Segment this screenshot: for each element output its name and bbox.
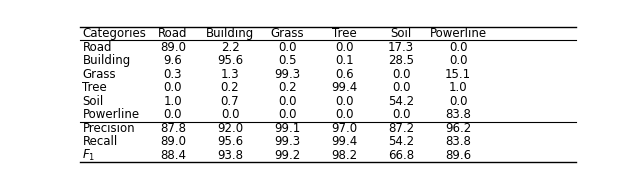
Text: 66.8: 66.8 [388, 149, 414, 162]
Text: 89.0: 89.0 [160, 41, 186, 53]
Text: 2.2: 2.2 [221, 41, 239, 53]
Text: 0.0: 0.0 [392, 108, 410, 121]
Text: 93.8: 93.8 [217, 149, 243, 162]
Text: Tree: Tree [332, 27, 356, 40]
Text: Building: Building [83, 54, 131, 67]
Text: 0.0: 0.0 [335, 95, 353, 108]
Text: 0.7: 0.7 [221, 95, 239, 108]
Text: Grass: Grass [83, 68, 116, 81]
Text: 99.1: 99.1 [274, 122, 300, 135]
Text: 0.1: 0.1 [335, 54, 353, 67]
Text: 1.0: 1.0 [164, 95, 182, 108]
Text: Building: Building [206, 27, 254, 40]
Text: Categories: Categories [83, 27, 147, 40]
Text: 0.0: 0.0 [449, 41, 467, 53]
Text: 0.0: 0.0 [449, 54, 467, 67]
Text: Recall: Recall [83, 135, 118, 148]
Text: Road: Road [158, 27, 188, 40]
Text: 0.0: 0.0 [392, 81, 410, 94]
Text: Soil: Soil [390, 27, 412, 40]
Text: 83.8: 83.8 [445, 135, 471, 148]
Text: 99.2: 99.2 [274, 149, 300, 162]
Text: 87.2: 87.2 [388, 122, 414, 135]
Text: 17.3: 17.3 [388, 41, 414, 53]
Text: 1.3: 1.3 [221, 68, 239, 81]
Text: 1.0: 1.0 [449, 81, 467, 94]
Text: 99.4: 99.4 [331, 81, 357, 94]
Text: 87.8: 87.8 [160, 122, 186, 135]
Text: 83.8: 83.8 [445, 108, 471, 121]
Text: 0.0: 0.0 [164, 108, 182, 121]
Text: 0.5: 0.5 [278, 54, 296, 67]
Text: Grass: Grass [270, 27, 304, 40]
Text: 28.5: 28.5 [388, 54, 414, 67]
Text: 0.0: 0.0 [278, 108, 296, 121]
Text: 97.0: 97.0 [331, 122, 357, 135]
Text: 0.6: 0.6 [335, 68, 353, 81]
Text: 54.2: 54.2 [388, 95, 414, 108]
Text: 95.6: 95.6 [217, 135, 243, 148]
Text: 96.2: 96.2 [445, 122, 471, 135]
Text: Powerline: Powerline [83, 108, 140, 121]
Text: 0.0: 0.0 [164, 81, 182, 94]
Text: Road: Road [83, 41, 112, 53]
Text: 92.0: 92.0 [217, 122, 243, 135]
Text: Soil: Soil [83, 95, 104, 108]
Text: 0.0: 0.0 [449, 95, 467, 108]
Text: 0.0: 0.0 [335, 41, 353, 53]
Text: 0.0: 0.0 [335, 108, 353, 121]
Text: 0.0: 0.0 [278, 41, 296, 53]
Text: Powerline: Powerline [429, 27, 487, 40]
Text: 88.4: 88.4 [160, 149, 186, 162]
Text: 99.4: 99.4 [331, 135, 357, 148]
Text: 89.6: 89.6 [445, 149, 471, 162]
Text: Precision: Precision [83, 122, 135, 135]
Text: 0.2: 0.2 [221, 81, 239, 94]
Text: 0.0: 0.0 [221, 108, 239, 121]
Text: 54.2: 54.2 [388, 135, 414, 148]
Text: 89.0: 89.0 [160, 135, 186, 148]
Text: 0.0: 0.0 [278, 95, 296, 108]
Text: 15.1: 15.1 [445, 68, 471, 81]
Text: 98.2: 98.2 [331, 149, 357, 162]
Text: 0.3: 0.3 [164, 68, 182, 81]
Text: Tree: Tree [83, 81, 108, 94]
Text: 95.6: 95.6 [217, 54, 243, 67]
Text: 0.0: 0.0 [392, 68, 410, 81]
Text: 0.2: 0.2 [278, 81, 296, 94]
Text: 99.3: 99.3 [274, 68, 300, 81]
Text: $F_1$: $F_1$ [83, 148, 96, 163]
Text: 99.3: 99.3 [274, 135, 300, 148]
Text: 9.6: 9.6 [164, 54, 182, 67]
